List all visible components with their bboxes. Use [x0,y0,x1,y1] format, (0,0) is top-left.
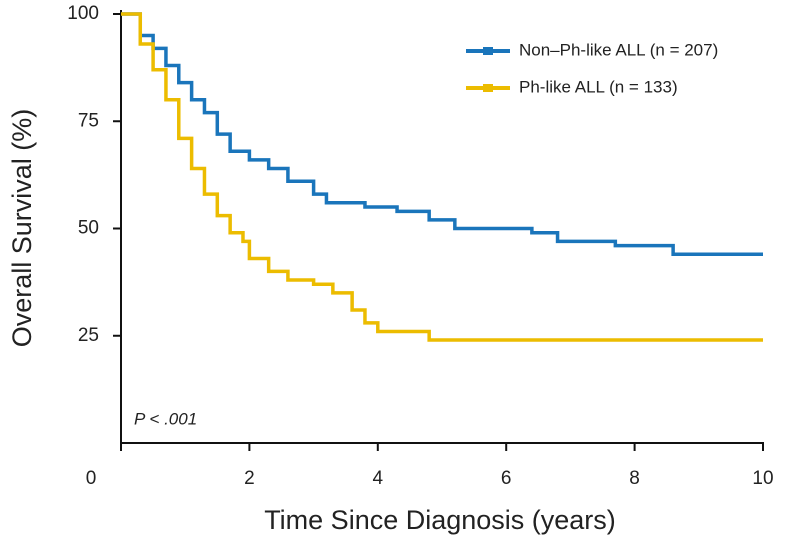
y-axis-title: Overall Survival (%) [7,109,37,348]
y-tick-label: 75 [78,110,99,131]
legend-label: Non–Ph-like ALL (n = 207) [519,40,718,59]
y-tick-label: 50 [78,218,99,239]
x-tick-label: 2 [244,468,255,489]
x-tick-label: 4 [373,468,384,489]
x-tick-label: 0 [86,468,97,489]
p-value: P < .001 [134,409,197,428]
y-tick-label: 100 [67,3,99,24]
x-axis-title: Time Since Diagnosis (years) [264,505,616,535]
x-tick-label: 8 [629,468,640,489]
x-tick-label: 10 [752,468,773,489]
legend-label: Ph-like ALL (n = 133) [519,77,678,96]
legend-marker [483,84,493,92]
survival-curve [121,12,763,342]
legend-marker [483,47,493,55]
y-tick-label: 25 [78,325,99,346]
x-tick-label: 6 [501,468,512,489]
survival-curve [121,12,763,256]
